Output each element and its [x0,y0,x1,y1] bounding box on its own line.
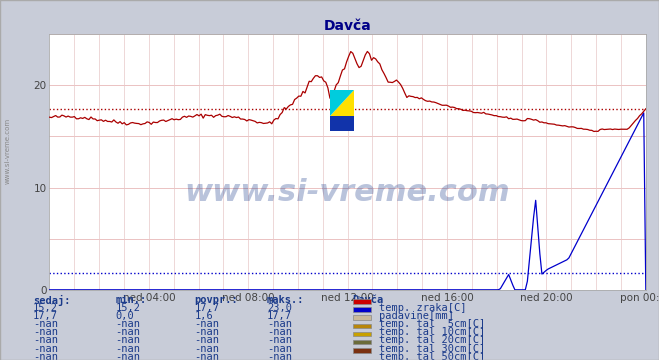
Text: -nan: -nan [194,343,219,354]
Text: -nan: -nan [33,352,58,360]
Bar [353,340,371,345]
Text: -nan: -nan [194,319,219,329]
Text: -nan: -nan [267,319,292,329]
Text: -nan: -nan [194,336,219,346]
Text: -nan: -nan [33,336,58,346]
Text: temp. tal 20cm[C]: temp. tal 20cm[C] [379,336,485,346]
Text: -nan: -nan [33,319,58,329]
Text: 0,0: 0,0 [115,311,134,321]
Text: -nan: -nan [33,327,58,337]
Text: 1,6: 1,6 [194,311,213,321]
Text: -nan: -nan [115,319,140,329]
Text: www.si-vreme.com: www.si-vreme.com [5,118,11,184]
Bar [330,116,354,131]
Text: min.:: min.: [115,295,146,305]
Text: temp. tal 10cm[C]: temp. tal 10cm[C] [379,327,485,337]
Text: 23,0: 23,0 [267,303,292,313]
Bar [353,315,371,320]
Polygon shape [330,90,354,116]
Text: -nan: -nan [267,327,292,337]
Text: 17,7: 17,7 [194,303,219,313]
Bar [353,348,371,352]
Text: temp. tal 30cm[C]: temp. tal 30cm[C] [379,343,485,354]
Text: temp. tal 50cm[C]: temp. tal 50cm[C] [379,352,485,360]
Text: -nan: -nan [115,327,140,337]
Text: -nan: -nan [115,336,140,346]
Bar [353,307,371,312]
Text: 15,2: 15,2 [115,303,140,313]
Bar [353,299,371,303]
Text: -nan: -nan [115,352,140,360]
Text: -nan: -nan [194,352,219,360]
Text: sedaj:: sedaj: [33,295,71,306]
Text: -nan: -nan [33,343,58,354]
Text: 17,7: 17,7 [267,311,292,321]
Text: -nan: -nan [267,352,292,360]
Text: -nan: -nan [115,343,140,354]
Title: Davča: Davča [324,19,372,33]
Bar [353,324,371,328]
Text: padavine[mm]: padavine[mm] [379,311,454,321]
Text: -nan: -nan [267,343,292,354]
Text: 15,2: 15,2 [33,303,58,313]
Text: temp. tal  5cm[C]: temp. tal 5cm[C] [379,319,485,329]
Text: -nan: -nan [267,336,292,346]
Text: 17,7: 17,7 [33,311,58,321]
Text: Davča: Davča [353,295,384,305]
Text: temp. zraka[C]: temp. zraka[C] [379,303,467,313]
Text: povpr.:: povpr.: [194,295,238,305]
Bar [353,332,371,336]
Text: www.si-vreme.com: www.si-vreme.com [185,178,511,207]
Text: -nan: -nan [194,327,219,337]
Polygon shape [330,90,354,116]
Text: maks.:: maks.: [267,295,304,305]
